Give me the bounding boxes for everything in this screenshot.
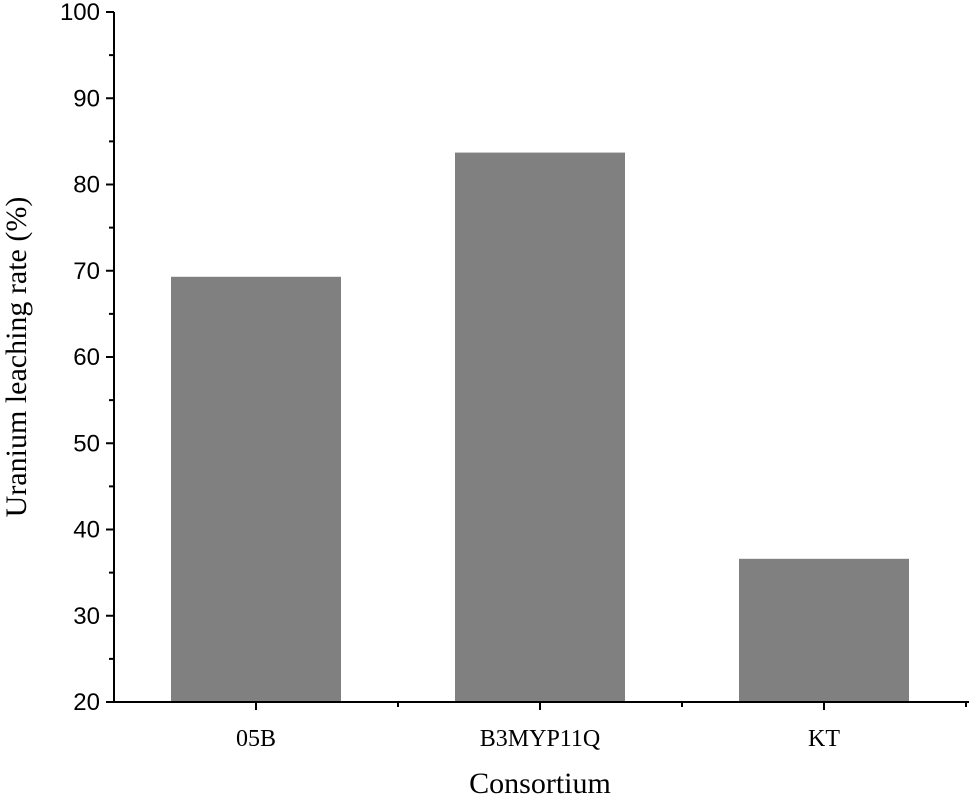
y-tick-label: 100 [60,0,100,26]
y-tick-label: 90 [73,85,100,112]
bar-05B [171,276,341,702]
bar-B3MYP11Q [455,152,625,702]
bars-group [171,152,909,702]
y-tick-label: 60 [73,344,100,371]
x-tick-label: KT [808,726,840,752]
x-axis-title: Consortium [469,767,611,798]
y-tick-label: 20 [73,689,100,716]
y-tick-label: 40 [73,517,100,544]
x-tick-label: B3MYP11Q [480,726,600,752]
x-ticks-group: 05B B3MYP11Q KT [236,702,967,752]
x-tick-label: 05B [236,726,276,752]
y-axis-title: Uranium leaching rate (%) [0,197,33,518]
y-tick-label: 80 [73,172,100,199]
bar-KT [739,558,909,702]
y-tick-label: 50 [73,430,100,457]
y-tick-label: 30 [73,603,100,630]
y-tick-label: 70 [73,258,100,285]
y-ticks-group: 20 30 40 50 60 70 80 90 100 [60,0,114,716]
